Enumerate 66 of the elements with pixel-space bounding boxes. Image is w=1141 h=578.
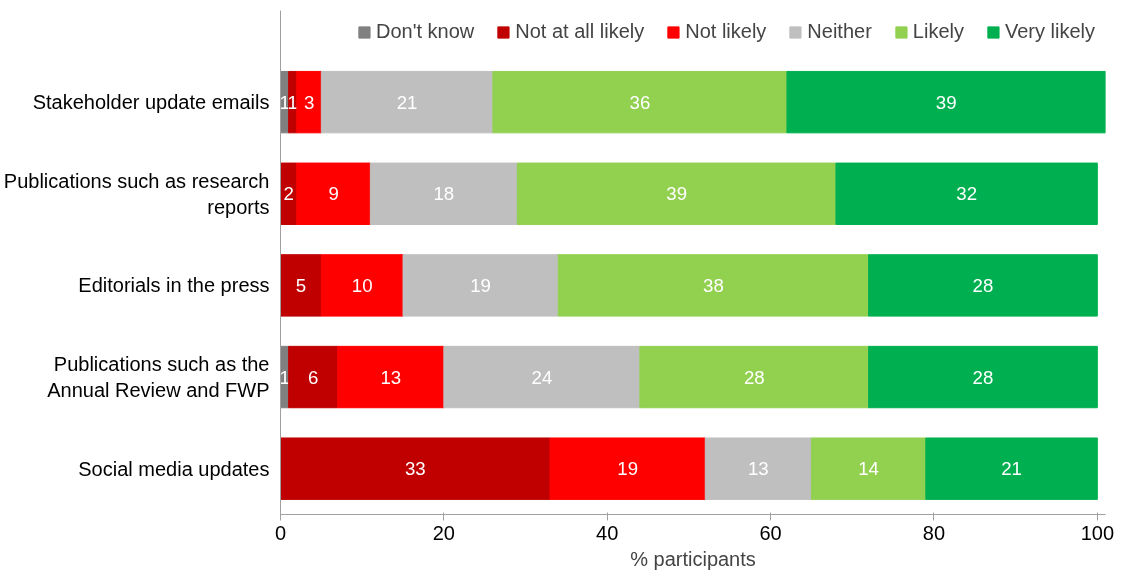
x-axis-title: % participants xyxy=(630,547,756,570)
bar xyxy=(492,70,788,134)
legend-label: Very likely xyxy=(1004,20,1095,43)
data-label: 6 xyxy=(307,366,319,388)
bar xyxy=(810,437,927,500)
data-label: 21 xyxy=(396,91,418,113)
x-tick-label: 100 xyxy=(1080,521,1115,544)
data-label: 1 xyxy=(287,91,298,113)
legend-label: Likely xyxy=(912,20,964,43)
bar xyxy=(639,345,870,409)
data-label: 36 xyxy=(629,91,651,113)
data-label: 13 xyxy=(747,458,769,480)
data-label: 32 xyxy=(956,183,978,205)
data-label: 10 xyxy=(351,274,373,296)
data-label: 39 xyxy=(935,91,957,113)
legend-label: Don't know xyxy=(375,20,475,43)
data-label: 28 xyxy=(972,274,994,296)
data-label: 38 xyxy=(703,274,724,296)
x-tick-label: 0 xyxy=(274,521,287,544)
x-tick-label: 60 xyxy=(759,521,782,544)
bar xyxy=(337,345,445,409)
data-label: 9 xyxy=(328,183,339,205)
bar xyxy=(868,345,1098,409)
y-tick-label: Publications such as the Annual Review and FWP xyxy=(47,352,270,402)
bar xyxy=(288,345,339,409)
data-label: 3 xyxy=(303,91,315,113)
y-tick-label: Publications such as research reports xyxy=(3,169,270,218)
data-label: 18 xyxy=(433,183,455,205)
bar xyxy=(786,70,1106,134)
bar xyxy=(280,254,322,317)
bar xyxy=(402,254,559,317)
data-label: 21 xyxy=(1001,458,1022,480)
x-tick-label: 20 xyxy=(432,521,455,544)
bar xyxy=(296,70,322,134)
data-label: 19 xyxy=(617,458,639,480)
y-tick-label: Social media updates xyxy=(78,457,270,480)
data-label: 19 xyxy=(470,274,492,296)
bar xyxy=(835,162,1098,225)
legend-label: Not at all likely xyxy=(515,20,645,43)
x-tick-label: 40 xyxy=(596,521,619,544)
bar xyxy=(280,437,551,500)
y-tick-label: Editorials in the press xyxy=(78,274,270,297)
bar xyxy=(549,437,706,500)
data-label: 5 xyxy=(295,274,307,296)
bar xyxy=(557,254,870,317)
legend-label: Not likely xyxy=(685,20,767,43)
data-label: 28 xyxy=(743,366,765,388)
data-label: 28 xyxy=(972,366,994,388)
bar xyxy=(296,162,371,225)
bar xyxy=(868,254,1098,317)
bar xyxy=(704,437,812,500)
data-label: 14 xyxy=(858,458,880,480)
bar xyxy=(320,254,404,317)
x-tick-label: 80 xyxy=(922,521,946,544)
data-label: 33 xyxy=(404,458,426,480)
data-label: 39 xyxy=(666,183,688,205)
data-label: 24 xyxy=(531,366,553,388)
bar xyxy=(443,345,641,409)
bar xyxy=(516,162,837,225)
bar xyxy=(320,70,494,134)
data-label: 13 xyxy=(380,366,402,388)
bar xyxy=(369,162,518,225)
bar xyxy=(925,437,1098,500)
legend-label: Neither xyxy=(807,20,872,43)
y-tick-label: Stakeholder update emails xyxy=(32,91,270,114)
data-label: 2 xyxy=(283,183,294,205)
